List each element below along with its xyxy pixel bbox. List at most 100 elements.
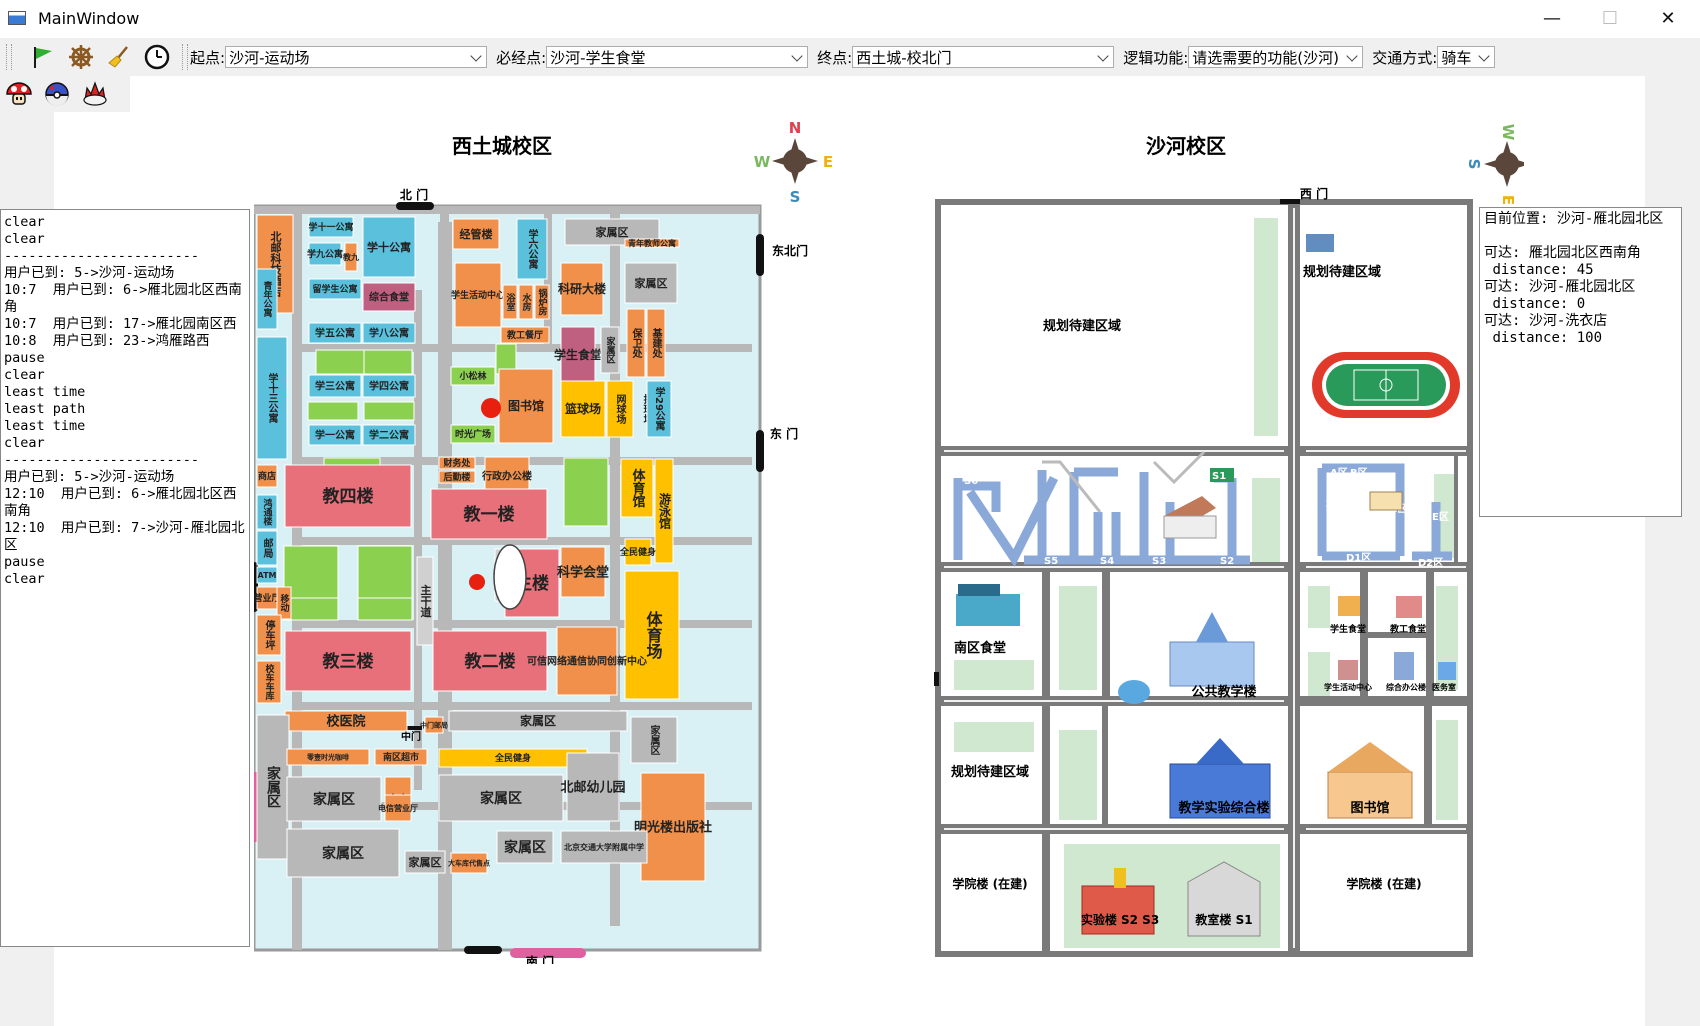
area-label-a5[interactable]: 学生食堂 — [1330, 623, 1366, 635]
building-b66[interactable]: 南区超市 — [374, 748, 428, 766]
building-b51[interactable]: 主干道 — [416, 556, 434, 646]
building-b10[interactable]: 青年公寓 — [256, 268, 278, 330]
building-b22[interactable]: 学生食堂 — [554, 326, 602, 384]
building-b34[interactable]: 学29公寓 — [646, 380, 672, 438]
building-b03[interactable]: 学九公寓 — [307, 242, 343, 266]
area-label-a6[interactable]: 教工食堂 — [1389, 623, 1426, 635]
building-b75[interactable]: 家属区 — [286, 828, 400, 878]
building-b78[interactable]: 北京交通大学附属中学 — [560, 830, 648, 864]
building-b73[interactable]: 北邮幼儿园 — [560, 752, 626, 822]
building-b08[interactable]: 家属区 — [564, 218, 660, 246]
flag-icon[interactable] — [26, 41, 60, 73]
building-b02[interactable]: 学十一公寓 — [308, 216, 354, 238]
via-select[interactable]: 沙河-学生食堂 — [546, 46, 809, 68]
building-b36[interactable]: 学一公寓 — [308, 424, 362, 446]
location-info-panel[interactable]: 目前位置: 沙河-雁北园北区 可达: 雁北园北区西南角 distance: 45… — [1479, 207, 1682, 517]
building-b81[interactable]: 大车库代售点 — [448, 852, 490, 874]
building-b21[interactable]: 教工餐厅 — [500, 326, 550, 344]
building-b56[interactable]: 体育场 — [624, 570, 680, 700]
building-b27[interactable]: 学三公寓 — [308, 374, 362, 398]
area-label-a15[interactable]: 教室楼 S1 — [1194, 912, 1252, 927]
building-b45[interactable]: 体育馆 — [620, 458, 654, 518]
building-b50[interactable]: 移动 — [276, 586, 292, 620]
building-b30[interactable]: 图书馆 — [498, 368, 554, 444]
building-b18[interactable]: 家属区 — [624, 262, 678, 304]
building-b04[interactable]: 教九 — [342, 242, 359, 272]
event-log-panel[interactable]: clear clear ------------------------ 用户已到: … — [0, 209, 250, 947]
shahe-campus-map[interactable]: W E S N 西 门 南 门 — [906, 112, 1549, 964]
building-b15[interactable]: 水房 — [518, 284, 534, 320]
area-label-a8[interactable]: 综合办公楼 — [1386, 682, 1426, 692]
building-b65[interactable]: 家属区 — [630, 716, 678, 764]
mushroom-icon[interactable] — [2, 78, 36, 110]
building-b59[interactable]: 教三楼 — [284, 630, 412, 692]
building-b57[interactable]: 停车坪 — [256, 614, 282, 656]
building-b39[interactable]: 鸿通楼 — [256, 494, 278, 530]
building-b25[interactable]: 基建处 — [646, 308, 666, 378]
building-b24[interactable]: 保卫处 — [626, 308, 646, 378]
building-b71[interactable]: 电信营业厅 — [378, 794, 418, 822]
maximize-button[interactable]: ☐ — [1601, 7, 1619, 29]
building-b31[interactable]: 篮球场 — [560, 380, 606, 438]
building-b07[interactable]: 学六公寓 — [516, 218, 548, 280]
building-b11[interactable]: 留学生公寓 — [308, 278, 362, 300]
building-b20[interactable]: 学八公寓 — [362, 322, 416, 344]
building-b09[interactable]: 青年教师公寓 — [624, 238, 680, 248]
building-b68[interactable]: 全民健身 — [438, 748, 588, 768]
area-label-a7[interactable]: 学生活动中心 — [1324, 682, 1372, 692]
building-b60[interactable]: 教二楼 — [432, 630, 548, 692]
building-b41[interactable]: ATM — [256, 566, 278, 584]
building-b16[interactable]: 锅炉房 — [534, 284, 550, 320]
close-button[interactable]: ✕ — [1660, 7, 1676, 29]
area-label-a3[interactable]: 南区食堂 — [954, 640, 1006, 656]
area-label-a1[interactable]: 规划待建区域 — [1043, 318, 1121, 334]
logic-select[interactable]: 请选需要的功能(沙河) — [1188, 46, 1364, 68]
building-b23[interactable]: 家属区 — [600, 326, 620, 374]
building-b61[interactable]: 可信网络通信协同创新中心 — [527, 626, 647, 696]
building-b35[interactable]: 商店 — [256, 464, 278, 488]
xitucheng-campus-map[interactable]: N S W E 北 门 东北门 东 门 中门 南 门 北邮科技酒店 学十一公寓学 — [250, 112, 834, 969]
building-b63[interactable]: 家属区 — [256, 714, 290, 860]
area-label-a9[interactable]: 医务室 — [1432, 682, 1456, 692]
building-b46[interactable]: 游泳馆 — [654, 458, 674, 564]
area-label-a12[interactable]: 图书馆 — [1350, 800, 1389, 816]
building-b28[interactable]: 学四公寓 — [362, 374, 416, 398]
building-b72[interactable]: 家属区 — [438, 774, 564, 822]
building-b48[interactable]: 教一楼 — [430, 488, 548, 540]
building-b37[interactable]: 学二公寓 — [362, 424, 416, 446]
area-label-a13[interactable]: 学院楼 (在建) — [952, 876, 1027, 891]
building-b19[interactable]: 学五公寓 — [308, 322, 362, 344]
clock-icon[interactable] — [140, 41, 174, 73]
building-b13[interactable]: 学生活动中心 — [451, 262, 505, 328]
building-b69[interactable]: 家属区 — [286, 776, 382, 822]
building-b80[interactable]: 中门邮局 — [420, 716, 448, 734]
building-b05[interactable]: 学十公寓 — [362, 216, 416, 278]
building-b06[interactable]: 经管楼 — [452, 218, 500, 250]
building-b40[interactable]: 邮局 — [256, 530, 278, 566]
building-b42[interactable]: 财务处 — [438, 456, 476, 470]
building-b43[interactable]: 后勤楼 — [438, 470, 476, 484]
area-label-a16[interactable]: 学院楼 (在建) — [1346, 876, 1421, 891]
building-b26[interactable]: 学十三公寓 — [256, 336, 288, 460]
ship-wheel-icon[interactable] — [64, 41, 98, 73]
building-b17[interactable]: 科研大楼 — [558, 262, 606, 316]
area-label-a10[interactable]: 规划待建区域 — [951, 764, 1029, 780]
building-b47[interactable]: 教四楼 — [284, 464, 412, 528]
building-b32[interactable]: 网球场 — [606, 380, 634, 438]
building-b12[interactable]: 综合食堂 — [362, 282, 416, 312]
building-b54[interactable]: 科学会堂 — [557, 546, 609, 598]
ball-icon[interactable] — [40, 78, 74, 110]
broom-icon[interactable] — [102, 41, 136, 73]
building-b55[interactable]: 全民健身 — [619, 538, 656, 566]
end-select[interactable]: 西土城-校北门 — [852, 46, 1115, 68]
area-label-a14[interactable]: 实验楼 S2 S3 — [1081, 912, 1159, 927]
area-label-a11[interactable]: 教学实验综合楼 — [1177, 800, 1269, 816]
area-label-a4[interactable]: 公共教学楼 — [1191, 684, 1256, 700]
building-b64[interactable]: 家属区 — [448, 710, 628, 732]
toolbar-handle[interactable] — [6, 44, 12, 70]
building-b74[interactable]: 明光楼出版社 — [634, 772, 712, 882]
building-b76[interactable]: 家属区 — [404, 850, 446, 874]
building-b77[interactable]: 家属区 — [496, 830, 554, 864]
building-b38[interactable]: 时光广场 — [450, 424, 496, 444]
area-label-a2[interactable]: 规划待建区域 — [1303, 264, 1381, 280]
